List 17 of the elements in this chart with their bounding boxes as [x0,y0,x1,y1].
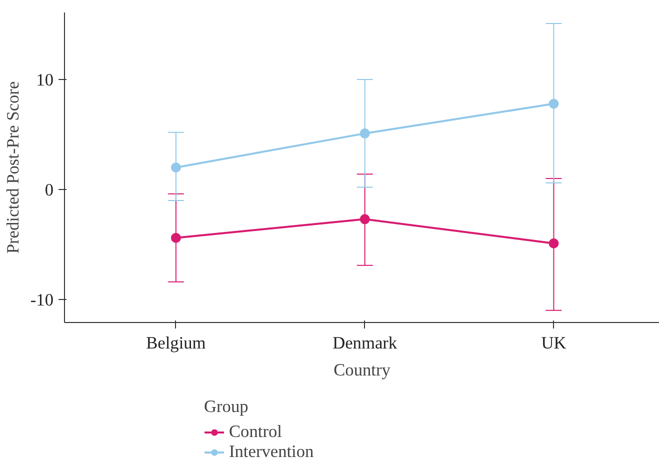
x-axis-title: Country [334,360,391,380]
y-axis-title: Predicted Post-Pre Score [3,81,22,254]
y-tick-label: -10 [30,290,54,310]
legend-label: Intervention [229,442,314,462]
point [360,128,370,138]
point [170,162,181,172]
x-tick-label: Belgium [146,334,206,352]
point [170,232,181,243]
point [360,214,370,224]
y-tick-label: 10 [36,70,54,90]
point [548,238,559,248]
x-tick-label: UK [541,334,567,352]
legend-label: Control [229,422,282,442]
y-tick-label: 0 [44,180,54,200]
x-tick-label: Denmark [332,334,398,352]
legend-title: Group [204,397,250,417]
point [548,98,559,109]
